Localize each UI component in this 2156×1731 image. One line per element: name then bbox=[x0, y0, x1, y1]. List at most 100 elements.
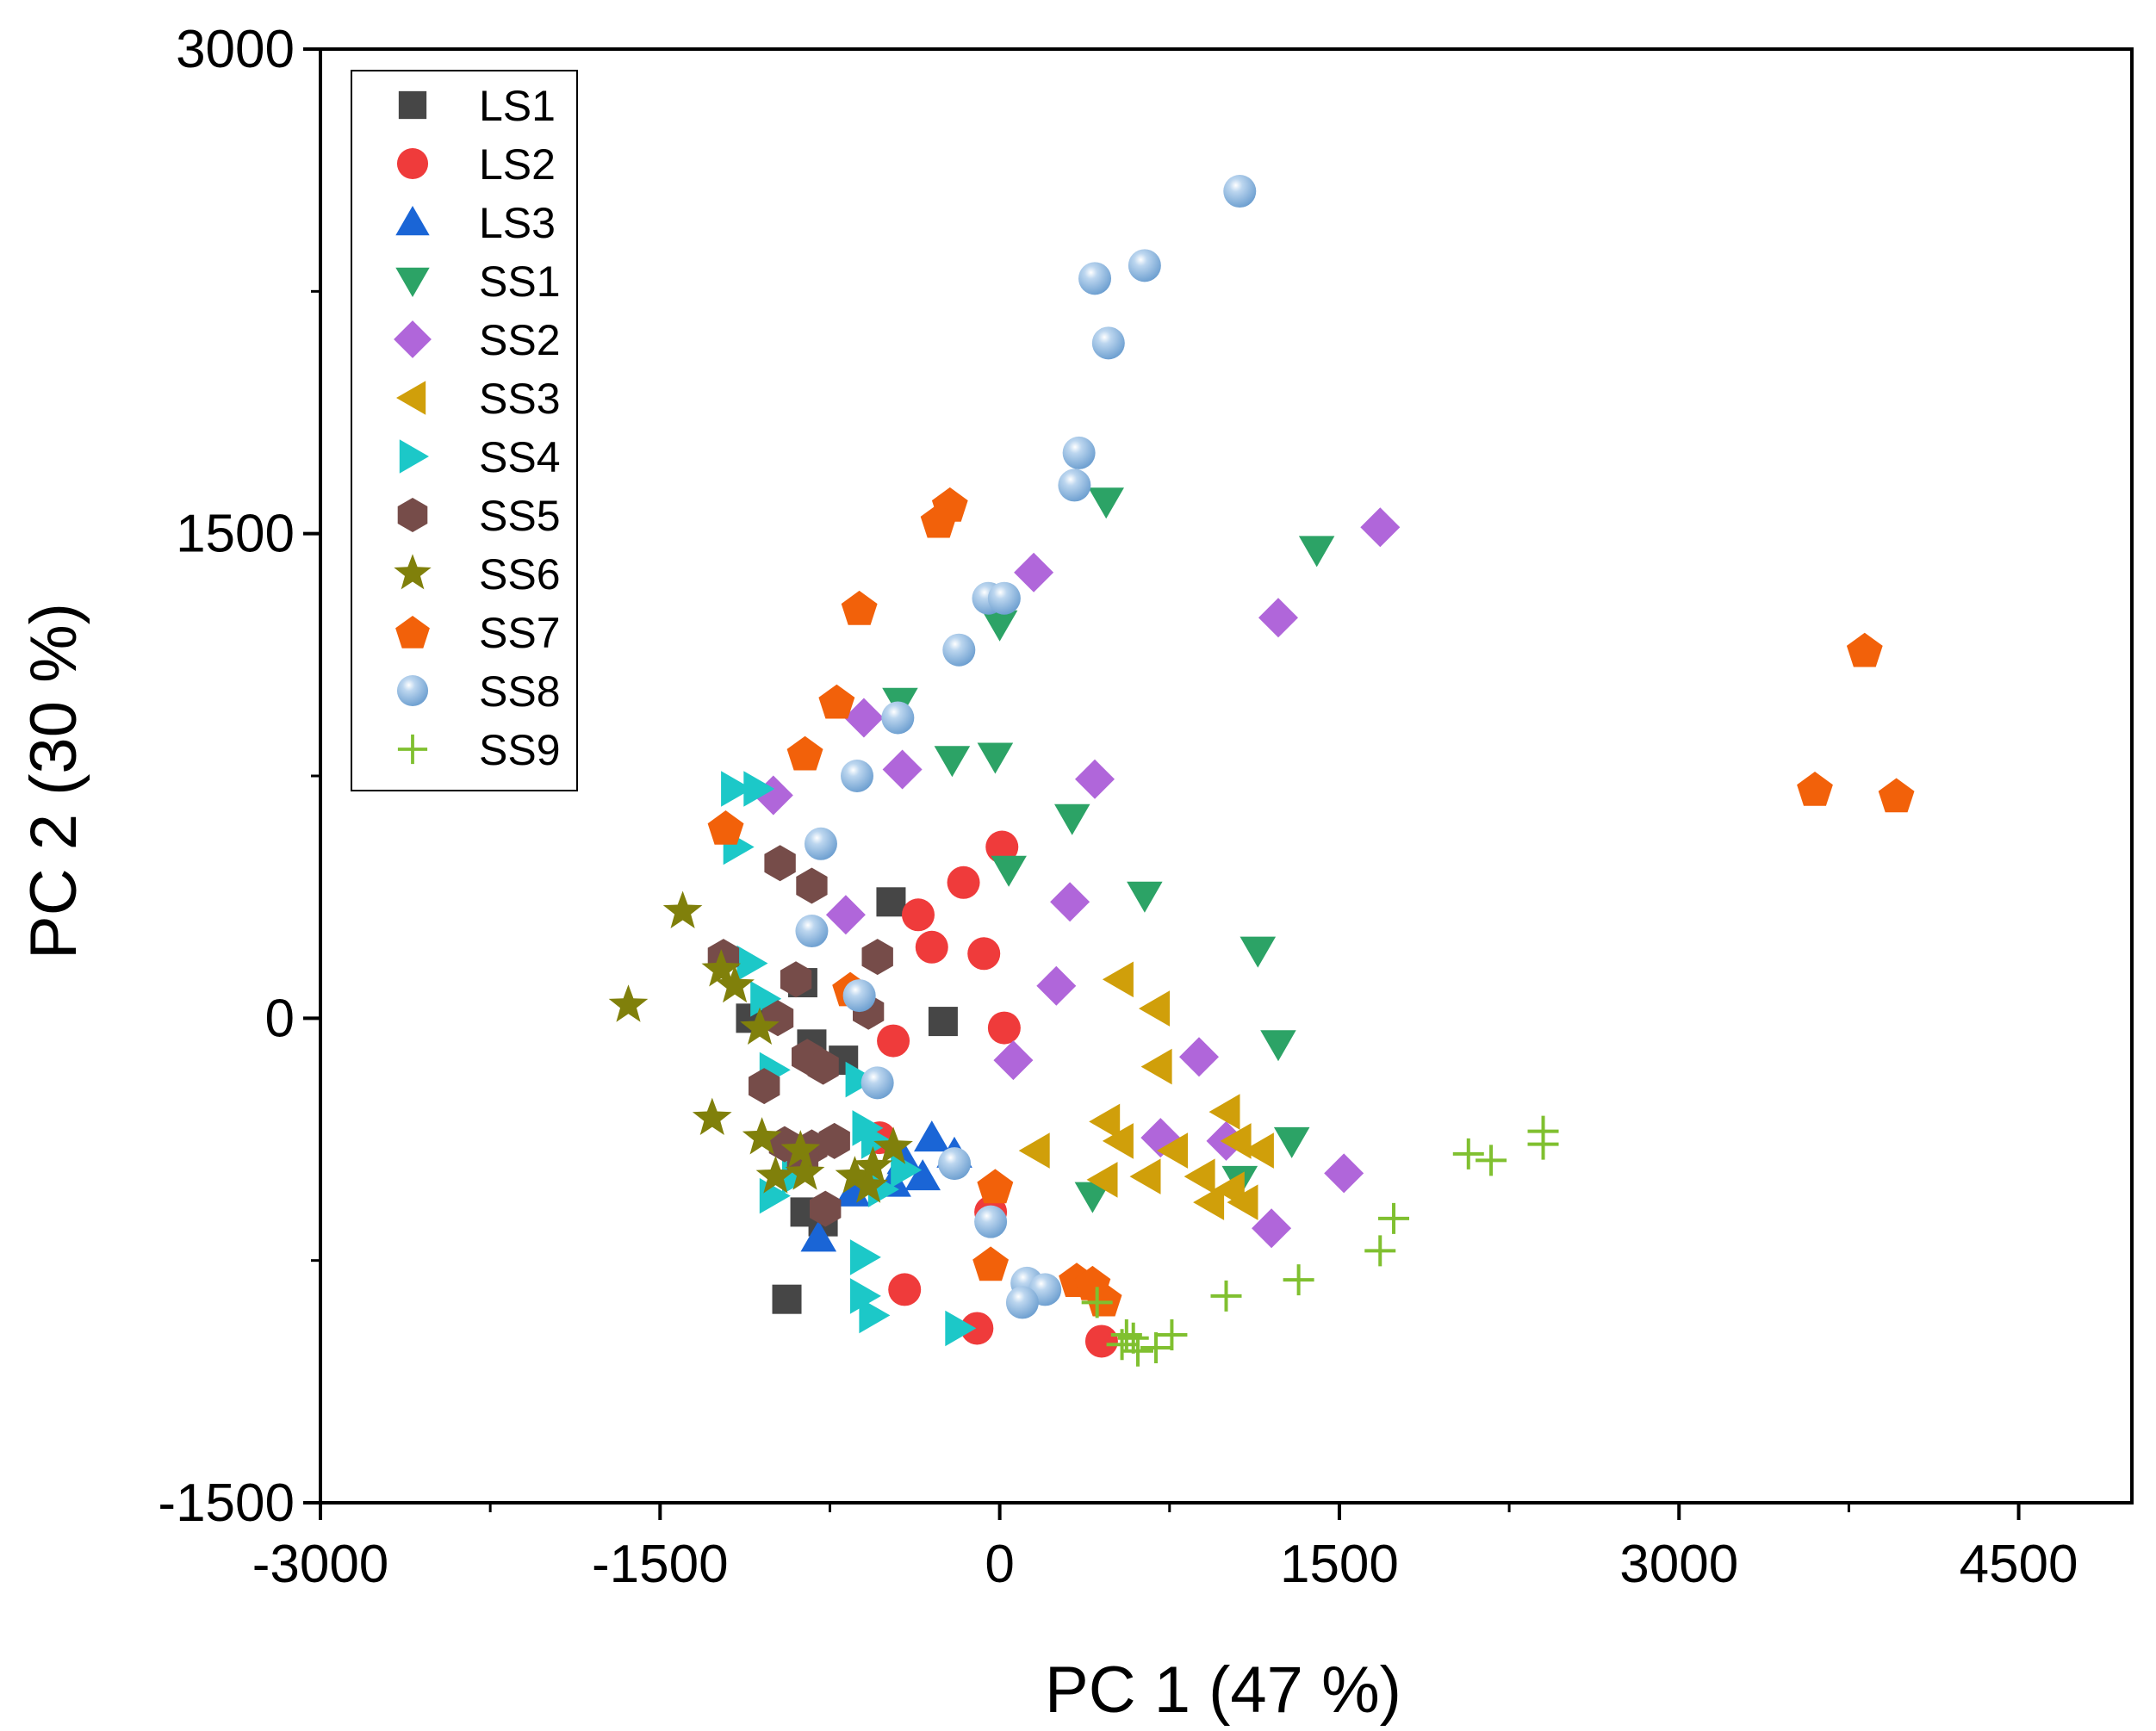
point-ss1 bbox=[1260, 1030, 1296, 1062]
point-ls2 bbox=[877, 1024, 910, 1058]
point-ss7 bbox=[841, 590, 878, 625]
point-ss9 bbox=[1364, 1235, 1396, 1267]
legend-label-ss6: SS6 bbox=[479, 550, 561, 599]
point-ss7 bbox=[920, 503, 957, 538]
y-axis-title: PC 2 (30 %) bbox=[17, 603, 90, 959]
point-ss6 bbox=[608, 984, 649, 1022]
point-ls2 bbox=[1084, 1325, 1118, 1358]
legend-label-ss9: SS9 bbox=[479, 726, 561, 774]
point-ss5 bbox=[749, 1068, 780, 1105]
point-ls2 bbox=[960, 1312, 994, 1345]
point-ls3 bbox=[914, 1120, 950, 1152]
point-ss3 bbox=[1184, 1158, 1215, 1194]
legend-label-ss5: SS5 bbox=[479, 492, 561, 540]
legend-marker-ss2 bbox=[394, 320, 432, 358]
point-ss2 bbox=[882, 749, 923, 790]
point-ss4 bbox=[849, 1239, 881, 1275]
point-ss9 bbox=[1081, 1287, 1113, 1318]
point-ss2 bbox=[843, 698, 884, 738]
series-ss7 bbox=[707, 487, 1915, 1317]
point-ss8 bbox=[1005, 1286, 1039, 1319]
point-ss2 bbox=[1252, 1208, 1292, 1249]
point-ss3 bbox=[1193, 1184, 1225, 1220]
legend-label-ss4: SS4 bbox=[479, 433, 561, 481]
point-ss6 bbox=[692, 1097, 732, 1135]
point-ss1 bbox=[1074, 1182, 1111, 1213]
point-ss8 bbox=[841, 760, 874, 792]
point-ss8 bbox=[842, 979, 876, 1013]
point-ss9 bbox=[1210, 1280, 1242, 1312]
point-ss1 bbox=[991, 855, 1027, 887]
point-ss6 bbox=[853, 1145, 893, 1184]
x-tick-label: 0 bbox=[985, 1535, 1014, 1594]
point-ss5 bbox=[807, 1048, 839, 1085]
point-ss8 bbox=[987, 581, 1021, 615]
point-ss9 bbox=[1106, 1329, 1138, 1361]
point-ss6 bbox=[780, 1130, 821, 1168]
point-ls3 bbox=[800, 1220, 837, 1252]
point-ss3 bbox=[1129, 1158, 1161, 1194]
legend-marker-ls1 bbox=[398, 90, 427, 120]
point-ss7 bbox=[818, 684, 855, 719]
point-ss2 bbox=[1258, 598, 1298, 638]
point-ls2 bbox=[967, 937, 1001, 971]
point-ls3 bbox=[904, 1159, 941, 1191]
point-ss8 bbox=[1128, 249, 1161, 282]
point-ss5 bbox=[861, 939, 893, 976]
series-ss2 bbox=[753, 507, 1401, 1249]
legend-label-ss7: SS7 bbox=[479, 609, 561, 657]
x-tick-label: 3000 bbox=[1619, 1535, 1738, 1594]
point-ss2 bbox=[1075, 759, 1115, 799]
legend-box bbox=[351, 70, 578, 791]
legend-marker-ss4 bbox=[399, 439, 429, 474]
point-ss3 bbox=[1086, 1162, 1118, 1198]
point-ss2 bbox=[1179, 1037, 1219, 1077]
series-ss8 bbox=[795, 175, 1257, 1319]
point-ss8 bbox=[942, 633, 976, 667]
point-ss3 bbox=[1208, 1094, 1240, 1130]
point-ls2 bbox=[985, 830, 1019, 864]
point-ss1 bbox=[977, 742, 1014, 774]
point-ss6 bbox=[848, 1165, 888, 1203]
point-ss3 bbox=[1089, 1103, 1121, 1140]
legend-label-ls3: LS3 bbox=[479, 199, 556, 247]
point-ss6 bbox=[742, 1117, 782, 1155]
y-tick-label: 3000 bbox=[176, 20, 295, 79]
point-ss3 bbox=[1227, 1184, 1258, 1220]
point-ss4 bbox=[750, 981, 782, 1017]
point-ss9 bbox=[1156, 1318, 1188, 1350]
point-ss2 bbox=[1050, 882, 1090, 922]
point-ss9 bbox=[1283, 1264, 1314, 1296]
point-ss3 bbox=[1242, 1132, 1274, 1169]
point-ss8 bbox=[1223, 175, 1257, 208]
legend-marker-ss8 bbox=[396, 674, 429, 707]
point-ss8 bbox=[804, 827, 837, 860]
point-ss3 bbox=[1102, 1123, 1134, 1159]
point-ss4 bbox=[721, 771, 753, 807]
x-tick-label: -1500 bbox=[592, 1535, 729, 1594]
point-ss8 bbox=[1078, 262, 1112, 295]
point-ss9 bbox=[1121, 1335, 1153, 1367]
point-ss9 bbox=[1452, 1138, 1484, 1170]
point-ss6 bbox=[755, 1156, 796, 1194]
point-ls2 bbox=[915, 930, 948, 964]
y-tick-label: 0 bbox=[265, 989, 295, 1048]
legend-marker-ss7 bbox=[395, 616, 430, 648]
point-ls2 bbox=[901, 898, 935, 932]
point-ss4 bbox=[891, 1151, 923, 1188]
legend-marker-ls2 bbox=[396, 147, 429, 180]
point-ss6 bbox=[873, 1126, 913, 1164]
point-ss1 bbox=[1054, 803, 1090, 835]
y-tick-label: -1500 bbox=[158, 1474, 295, 1533]
point-ss7 bbox=[1085, 1281, 1122, 1317]
series-ss6 bbox=[608, 890, 913, 1203]
legend: LS1 LS2 LS3 SS1 SS2 SS3 SS4 SS5 SS6 SS7 SS8 SS9 bbox=[351, 70, 578, 791]
legend-label-ss8: SS8 bbox=[479, 667, 561, 716]
point-ss3 bbox=[1139, 990, 1170, 1027]
point-ss1 bbox=[934, 746, 971, 778]
point-ss1 bbox=[1273, 1126, 1310, 1158]
legend-marker-ss3 bbox=[396, 381, 426, 415]
legend-label-ss1: SS1 bbox=[479, 257, 561, 306]
point-ss9 bbox=[1527, 1128, 1559, 1160]
point-ss8 bbox=[881, 701, 915, 735]
